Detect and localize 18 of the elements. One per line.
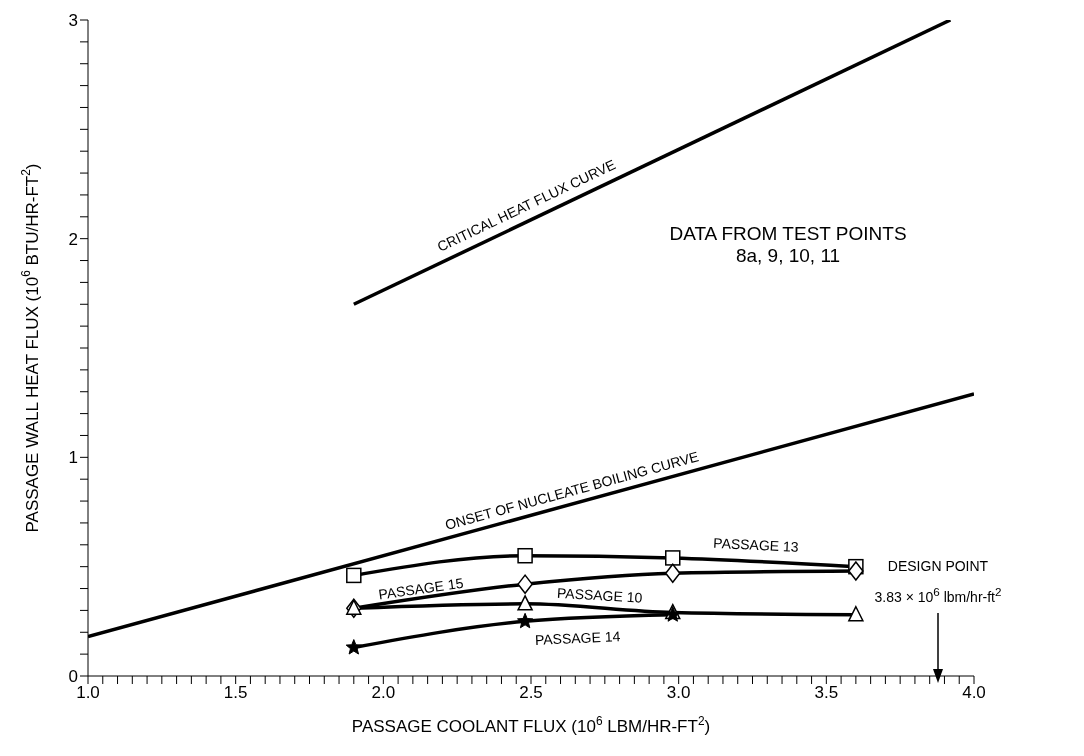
x-tick-label: 1.5: [223, 683, 248, 703]
y-tick-label: 2: [68, 229, 78, 249]
y-tick-label: 3: [68, 11, 78, 31]
series-label: PASSAGE 10: [556, 584, 643, 606]
text: PASSAGE 15: [377, 574, 465, 603]
series-label: PASSAGE 13: [712, 534, 800, 555]
annotation: DATA FROM TEST POINTS 8a, 9, 10, 11: [669, 223, 907, 266]
x-tick-label: 4.0: [962, 683, 986, 703]
x-axis-title: PASSAGE COOLANT FLUX (10$^{6}$ LBM/HR-FT$^{2}$): [351, 714, 711, 736]
x-tick-label: 1.0: [76, 683, 100, 703]
y-tick-label: 1: [68, 448, 78, 468]
annotation: DESIGN POINT 3.83 × 10$^{6}$ lbm/hr-ft$^{2}$: [873, 557, 1003, 607]
series-label: PASSAGE 14: [534, 627, 621, 648]
y-tick-label: 0: [68, 667, 78, 687]
x-tick-label: 3.5: [814, 683, 839, 703]
x-tick-label: 2.0: [371, 683, 396, 703]
x-tick-label: 3.0: [666, 683, 691, 703]
x-tick-label: 2.5: [519, 683, 543, 703]
